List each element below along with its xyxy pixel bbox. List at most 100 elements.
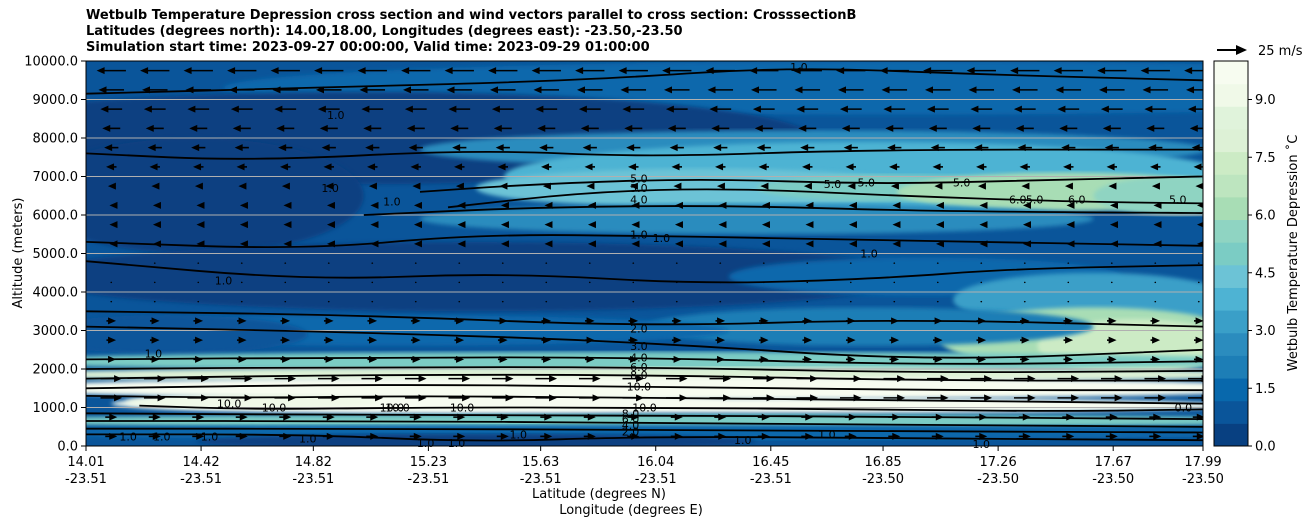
- wind-vector-head: [152, 201, 161, 209]
- wind-vector: [193, 336, 204, 344]
- contour-label: 2.0: [630, 323, 648, 336]
- wind-vector-head: [151, 336, 160, 344]
- wind-vector: [109, 221, 118, 229]
- wind-vector-head: [238, 182, 247, 190]
- wind-vector: [409, 432, 422, 440]
- wind-vector-head: [848, 432, 857, 440]
- contour-line: [86, 260, 1203, 284]
- wind-vector-head: [636, 394, 645, 402]
- wind-vector: [197, 281, 200, 284]
- wind-vector: [972, 124, 991, 132]
- wind-vector: [631, 221, 640, 229]
- wind-vector: [457, 201, 466, 209]
- contour-line: [86, 412, 1203, 420]
- wind-vector-head: [149, 163, 158, 171]
- wind-vector: [413, 201, 422, 209]
- wind-vector: [584, 163, 596, 171]
- wind-vector-head: [1186, 86, 1195, 94]
- wind-vector: [806, 300, 809, 303]
- wind-vector-head: [892, 201, 901, 209]
- wind-vector-head: [323, 163, 332, 171]
- wind-vector: [152, 201, 161, 209]
- wind-vector: [622, 105, 645, 113]
- wind-vector-head: [446, 86, 455, 94]
- wind-vector: [881, 86, 908, 94]
- y-tick-label: 1000.0: [33, 401, 79, 416]
- wind-vector-head: [881, 86, 890, 94]
- contour-label: 1.0: [653, 232, 671, 245]
- wind-vector: [802, 355, 813, 363]
- wind-vector-head: [626, 144, 635, 152]
- wind-vector-head: [630, 355, 639, 363]
- wind-vector: [843, 144, 858, 152]
- wind-vector: [1053, 67, 1083, 75]
- wind-vector-head: [196, 413, 205, 421]
- colorbar-segment: [1214, 151, 1248, 175]
- wind-vector-head: [892, 432, 901, 440]
- wind-vector-head: [238, 355, 247, 363]
- wind-vector-head: [272, 86, 281, 94]
- wind-vector-head: [845, 163, 854, 171]
- wind-vector: [193, 163, 204, 171]
- wind-vector: [402, 86, 429, 94]
- wind-vector-head: [191, 144, 200, 152]
- wind-vector: [279, 413, 292, 421]
- wind-vector: [500, 240, 509, 248]
- wind-vector-head: [531, 67, 540, 75]
- wind-vector: [719, 262, 722, 264]
- wind-vector-head: [369, 317, 378, 325]
- y-axis-label: Altitude (meters): [11, 198, 26, 309]
- wind-vector-head: [283, 221, 292, 229]
- contour-line: [86, 384, 1203, 392]
- wind-vector: [1193, 336, 1203, 344]
- contour-label: 4.0: [630, 351, 648, 364]
- wind-vector-head: [718, 240, 727, 248]
- wind-vector-head: [369, 336, 378, 344]
- wind-vector-head: [325, 317, 334, 325]
- wind-vector-head: [1196, 202, 1203, 209]
- wind-vector-head: [662, 67, 671, 75]
- contour-label: 8.0: [630, 369, 648, 382]
- wind-vector: [806, 281, 809, 284]
- wind-vector: [930, 144, 945, 152]
- wind-vector: [104, 144, 119, 152]
- wind-vector-head: [674, 201, 683, 209]
- wind-vector-head: [839, 105, 848, 113]
- wind-vector: [1023, 262, 1026, 264]
- wind-vector: [100, 375, 123, 383]
- x-axis: 14.01 -23.51 14.42 -23.51 14.82 -23.51 15.23 -2…: [65, 446, 1224, 487]
- wind-vector-head: [891, 355, 900, 363]
- wind-vector: [1110, 281, 1113, 284]
- wind-vector: [588, 300, 591, 303]
- wind-vector-head: [1108, 317, 1117, 325]
- wind-vector-head: [325, 336, 334, 344]
- wind-vector: [889, 336, 900, 344]
- wind-vector-head: [1100, 105, 1109, 113]
- wind-vector-head: [754, 124, 763, 132]
- wind-vector: [1153, 221, 1162, 229]
- wind-vector: [1021, 182, 1030, 190]
- wind-vector-head: [152, 432, 161, 440]
- wind-vector-head: [674, 221, 683, 229]
- wind-vector-head: [979, 432, 988, 440]
- wind-vector: [711, 124, 730, 132]
- wind-vector-head: [618, 67, 627, 75]
- field-region: [86, 315, 308, 354]
- colorbar-segment: [1214, 355, 1248, 379]
- wind-vector-head: [847, 182, 856, 190]
- wind-vector-head: [544, 413, 553, 421]
- wind-vector-head: [239, 240, 248, 248]
- wind-vector: [1018, 432, 1031, 440]
- wind-vector: [489, 86, 516, 94]
- wind-vector-head: [1196, 241, 1203, 247]
- wind-vector: [801, 413, 814, 421]
- wind-vector: [535, 394, 558, 402]
- colorbar-segment: [1214, 378, 1248, 402]
- wind-vector-head: [276, 124, 285, 132]
- wind-vector: [280, 355, 291, 363]
- wind-vector: [675, 300, 678, 303]
- wind-vector-head: [1022, 221, 1031, 229]
- wind-vector-head: [489, 86, 498, 94]
- wind-vector-head: [109, 413, 118, 421]
- wind-vector: [970, 394, 993, 402]
